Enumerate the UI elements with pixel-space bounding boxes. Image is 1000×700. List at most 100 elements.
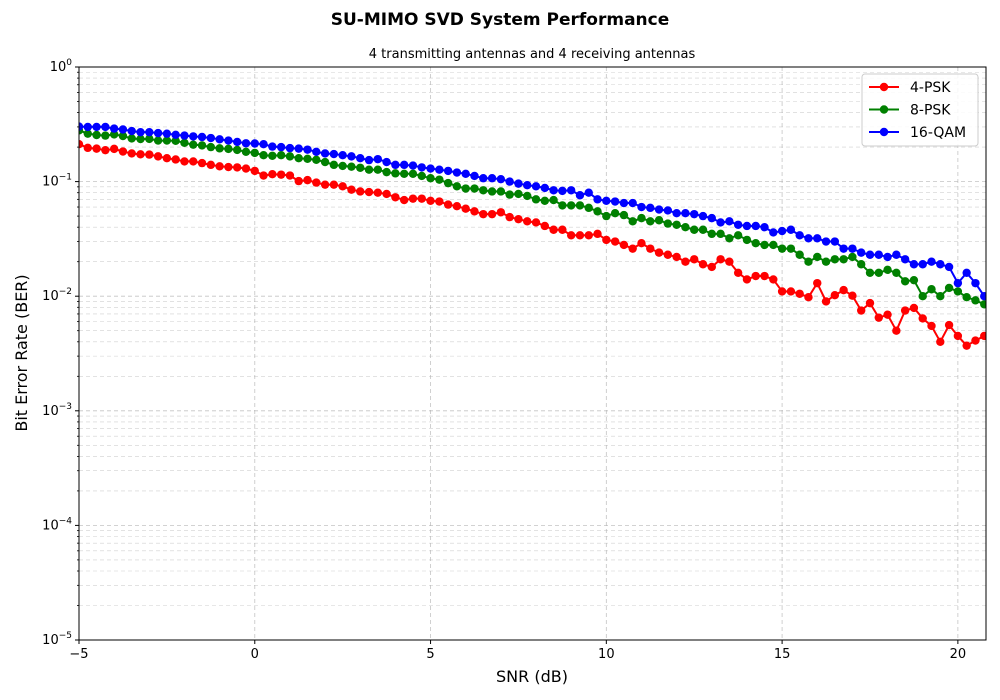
data-point [391, 193, 400, 202]
data-point [549, 195, 558, 205]
x-tick-label: 20 [950, 647, 967, 662]
data-point [610, 197, 620, 206]
data-point [531, 195, 541, 204]
y-tick-label: 10−4 [42, 516, 72, 533]
data-point [725, 234, 734, 243]
data-point [830, 237, 840, 246]
data-point [127, 149, 136, 158]
data-point [505, 190, 514, 199]
data-point [593, 207, 602, 216]
data-point [936, 337, 945, 347]
data-point [944, 262, 954, 272]
data-point [92, 130, 101, 140]
data-point [918, 260, 927, 269]
data-point [883, 252, 892, 262]
data-point [505, 177, 514, 186]
data-point [180, 157, 189, 166]
data-point [821, 237, 831, 246]
series-4-psk [79, 140, 986, 350]
data-point [944, 320, 954, 330]
data-point [180, 131, 189, 140]
data-point [373, 165, 383, 174]
x-tick-label: 0 [251, 647, 259, 662]
data-point [786, 225, 796, 234]
data-point [461, 204, 470, 213]
data-point [672, 252, 681, 262]
y-tick-base: 10 [42, 175, 59, 190]
data-point [523, 217, 532, 226]
data-point [232, 163, 242, 172]
x-axis-label: SNR (dB) [496, 667, 568, 686]
x-tick-label: −5 [69, 647, 88, 662]
data-point [127, 126, 136, 136]
data-point [540, 221, 550, 231]
data-point [153, 136, 163, 145]
data-point [760, 271, 769, 281]
data-point [690, 255, 699, 264]
data-point [241, 164, 251, 173]
data-point [742, 235, 752, 245]
data-point [751, 271, 760, 281]
data-point [760, 223, 769, 232]
data-point [171, 155, 180, 164]
data-point [443, 200, 453, 209]
data-point [839, 255, 848, 264]
data-point [602, 211, 611, 221]
data-point [276, 170, 286, 179]
y-tick-label: 10−5 [42, 631, 72, 648]
data-point [461, 169, 470, 178]
data-point [452, 202, 462, 211]
data-point [197, 141, 207, 150]
data-point [681, 257, 690, 266]
data-point [452, 182, 462, 191]
data-point [654, 216, 664, 225]
data-point [848, 252, 857, 262]
data-point [356, 154, 365, 163]
data-point [136, 134, 145, 144]
series-line [79, 129, 985, 306]
data-point [399, 169, 409, 178]
data-point [364, 165, 374, 174]
data-point [813, 278, 822, 288]
data-point [610, 208, 620, 218]
data-point [777, 287, 787, 296]
data-point [215, 135, 224, 144]
data-point [927, 285, 936, 294]
data-point [153, 128, 163, 138]
data-point [145, 127, 154, 137]
data-point [479, 209, 488, 219]
data-point [558, 225, 567, 234]
data-point [980, 292, 986, 301]
data-point [681, 223, 690, 232]
data-point [83, 122, 92, 132]
series-line [79, 143, 985, 347]
data-point [461, 184, 470, 193]
data-point [426, 196, 435, 205]
data-point [443, 178, 453, 188]
data-point [733, 231, 743, 240]
data-point [408, 194, 418, 203]
data-point [303, 154, 312, 164]
data-point [364, 155, 374, 165]
data-point [619, 198, 629, 208]
data-point [944, 283, 954, 293]
data-point [760, 240, 769, 250]
data-point [654, 248, 664, 257]
data-point [356, 187, 365, 196]
data-point [804, 293, 813, 302]
data-point [769, 240, 778, 250]
legend-marker [879, 127, 889, 137]
data-point [839, 285, 848, 295]
data-point [496, 187, 506, 196]
data-point [566, 231, 576, 240]
data-point [813, 234, 822, 243]
data-point [180, 138, 189, 148]
y-axis-label: Bit Error Rate (BER) [12, 274, 31, 431]
data-point [733, 268, 743, 278]
data-point [971, 278, 980, 288]
legend-label: 16-QAM [910, 125, 966, 141]
data-point [690, 209, 699, 219]
data-point [206, 142, 216, 152]
data-point [109, 130, 119, 139]
